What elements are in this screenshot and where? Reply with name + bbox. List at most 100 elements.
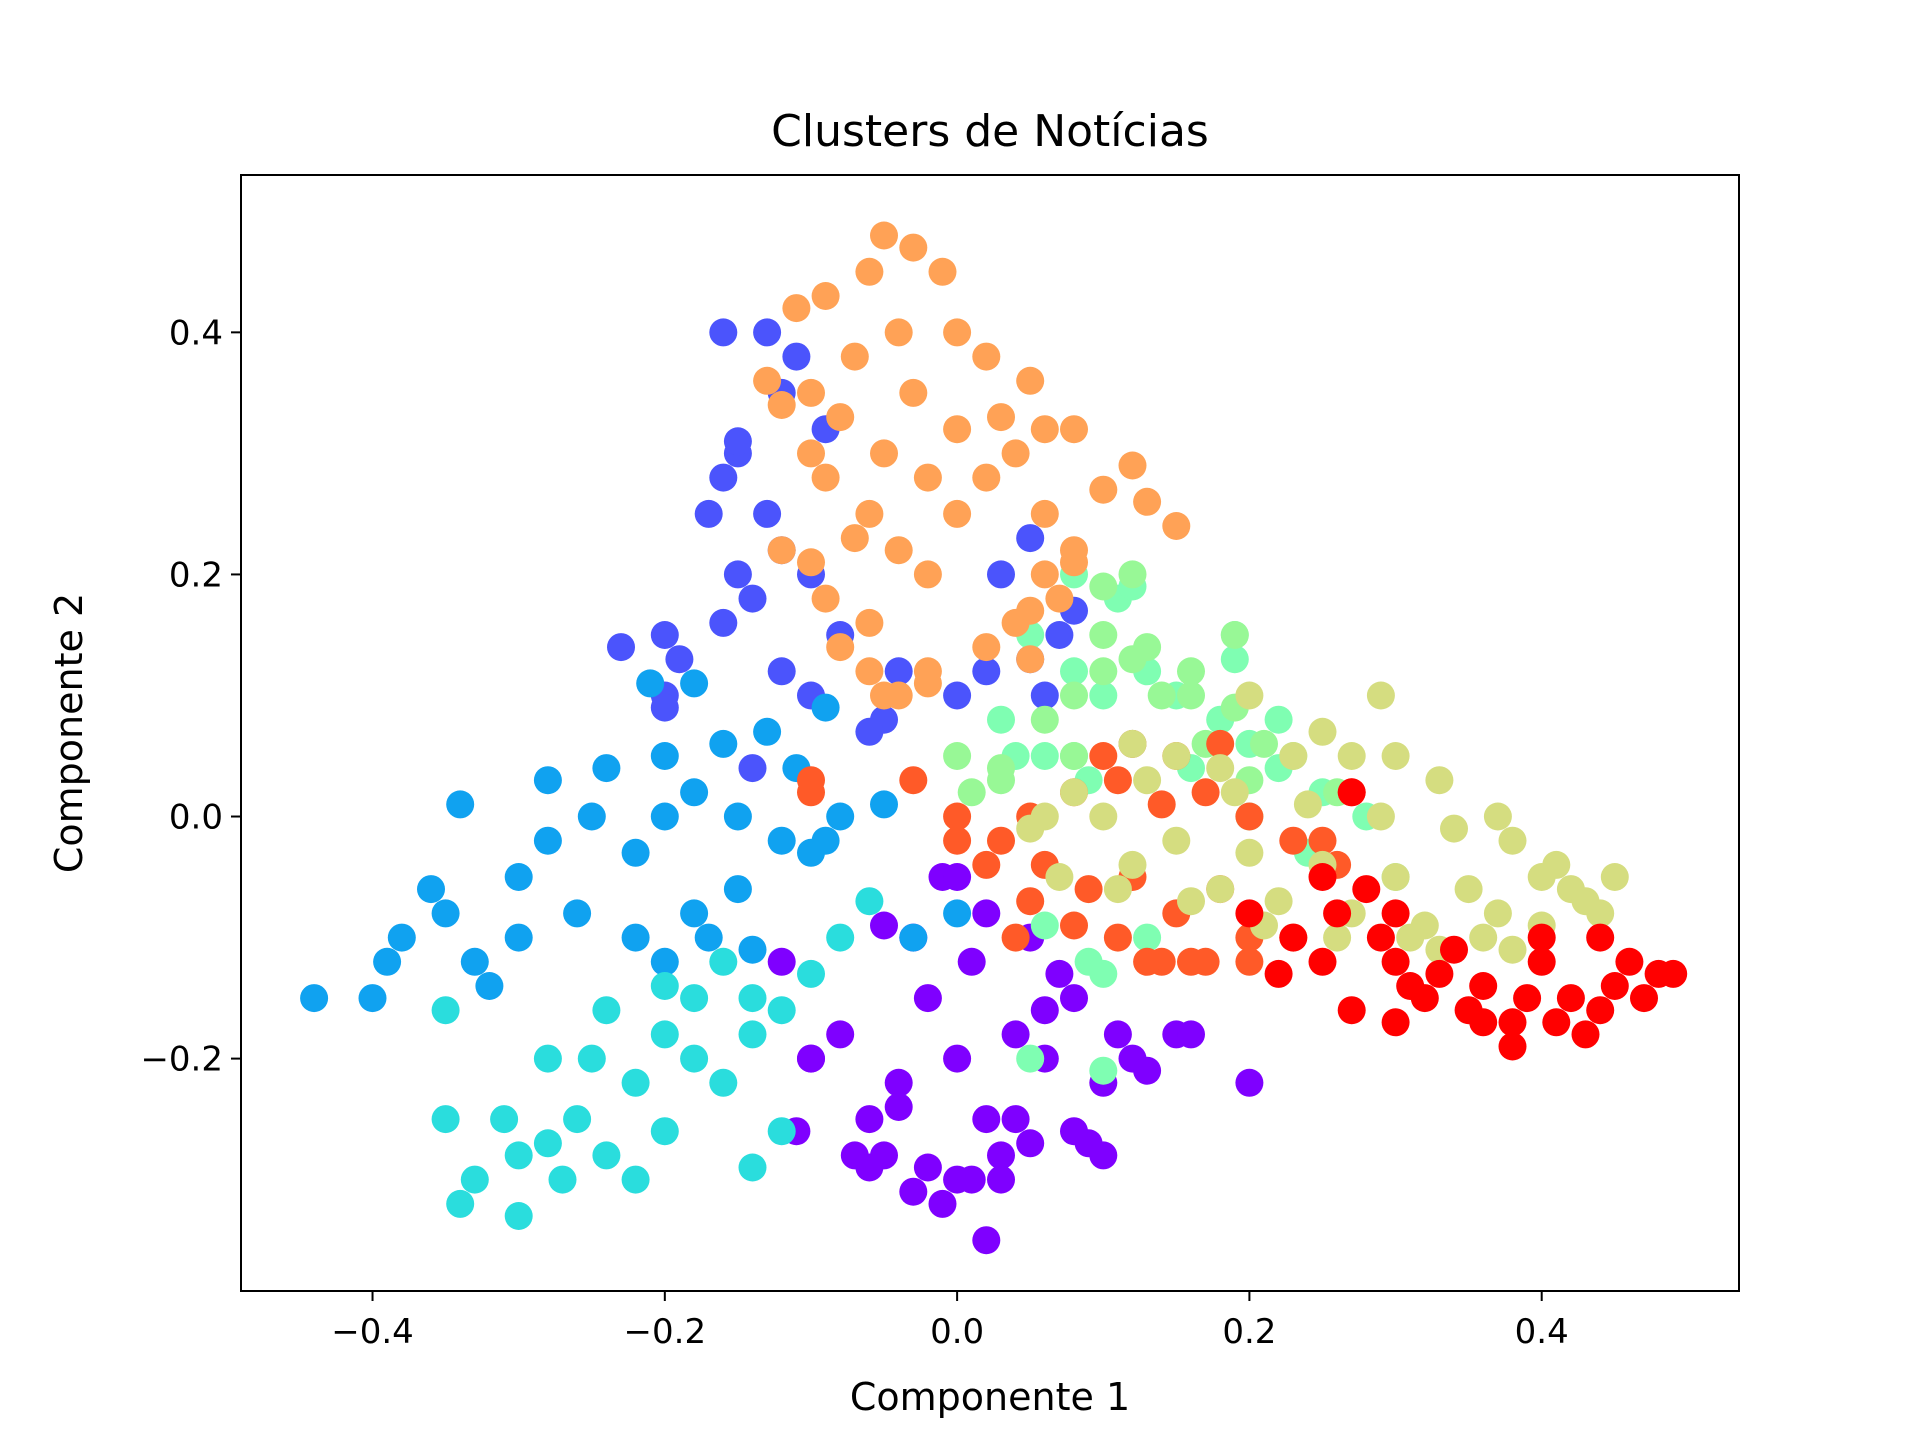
cluster-2-point-12 [563, 899, 592, 928]
cluster-2-point-37 [680, 669, 709, 698]
cluster-8-point-15 [1060, 778, 1088, 807]
cluster-0-point-4 [884, 1068, 913, 1097]
cluster-2-point-34 [899, 923, 928, 952]
y-axis: −0.2 0.0 0.2 0.4 [140, 313, 241, 1080]
cluster-7-point-43 [797, 548, 825, 577]
cluster-6-point-10 [1103, 766, 1132, 795]
cluster-4-point-28 [1089, 1056, 1118, 1085]
cluster-3-point-12 [797, 959, 825, 988]
cluster-7-point-17 [1001, 439, 1030, 468]
cluster-1-point-13 [767, 657, 796, 686]
cluster-7-point-18 [972, 342, 1001, 371]
cluster-3-point-26 [767, 1117, 796, 1146]
cluster-8-point-29 [1469, 923, 1498, 952]
cluster-3-point-19 [490, 1105, 519, 1134]
cluster-8-point-8 [1206, 875, 1235, 904]
cluster-6-point-14 [1279, 826, 1308, 855]
cluster-3-point-17 [592, 996, 621, 1025]
cluster-3-point-22 [431, 1105, 460, 1134]
cluster-7-point-7 [899, 233, 928, 262]
cluster-9-point-27 [1498, 1032, 1527, 1061]
cluster-5-point-0 [1089, 657, 1118, 686]
y-tick-label: 0.2 [169, 555, 223, 595]
cluster-2-point-35 [943, 899, 972, 928]
cluster-3-point-13 [826, 923, 855, 952]
y-tick-label: 0.4 [169, 313, 223, 353]
cluster-7-point-19 [943, 318, 972, 347]
cluster-7-point-4 [884, 318, 913, 347]
cluster-0-point-3 [1001, 1020, 1030, 1049]
cluster-9-point-3 [1513, 984, 1542, 1013]
cluster-8-point-1 [1162, 826, 1191, 855]
cluster-8-point-39 [1030, 802, 1059, 831]
cluster-2-point-5 [680, 778, 709, 807]
cluster-5-point-5 [1060, 681, 1088, 710]
cluster-9-point-11 [1586, 996, 1615, 1025]
cluster-2-point-4 [650, 802, 679, 831]
cluster-9-point-34 [1235, 899, 1264, 928]
cluster-0-point-2 [972, 1105, 1001, 1134]
cluster-0-point-23 [1133, 1056, 1162, 1085]
cluster-7-point-37 [972, 633, 1001, 662]
cluster-2-point-14 [680, 899, 709, 928]
cluster-3-point-1 [621, 1068, 650, 1097]
cluster-4-point-29 [1016, 1044, 1045, 1073]
cluster-6-point-16 [972, 850, 1001, 879]
cluster-1-point-34 [884, 657, 913, 686]
cluster-2 [300, 669, 972, 1013]
cluster-8-point-16 [1133, 766, 1162, 795]
cluster-8-point-36 [1308, 717, 1337, 746]
cluster-7-point-44 [767, 536, 796, 565]
cluster-8 [1016, 681, 1629, 964]
cluster-7-point-26 [811, 282, 840, 310]
cluster-6-point-32 [1133, 947, 1162, 976]
cluster-7-point-10 [826, 403, 855, 432]
cluster-8-point-41 [1542, 850, 1571, 879]
cluster-3-point-25 [548, 1165, 577, 1194]
cluster-6-point-27 [1206, 729, 1235, 758]
cluster-3-point-27 [738, 1153, 767, 1182]
x-tick-label: −0.4 [331, 1312, 414, 1352]
cluster-6-point-12 [1191, 778, 1220, 807]
data-points [300, 221, 1688, 1255]
y-axis-label: Componente 2 [47, 593, 91, 873]
cluster-9-point-20 [1323, 899, 1352, 928]
cluster-1-point-29 [738, 754, 767, 783]
cluster-5-point-19 [1089, 572, 1118, 601]
cluster-7-point-45 [1030, 560, 1059, 589]
x-axis-label: Componente 1 [850, 1375, 1130, 1419]
cluster-0-point-42 [913, 1153, 942, 1182]
cluster-2-point-6 [723, 802, 752, 831]
cluster-9 [1235, 778, 1688, 1061]
cluster-2-point-11 [504, 923, 533, 952]
cluster-2-point-15 [723, 875, 752, 904]
cluster-2-point-23 [592, 754, 621, 783]
cluster-7-point-15 [972, 463, 1001, 492]
cluster-6-point-31 [1177, 947, 1205, 976]
cluster-1-point-1 [753, 499, 782, 528]
cluster-2-point-2 [577, 802, 606, 831]
cluster-6-point-0 [943, 802, 972, 831]
cluster-2-point-17 [826, 802, 855, 831]
cluster-7-point-48 [913, 669, 942, 698]
cluster-5-point-2 [1177, 681, 1205, 710]
cluster-0-point-39 [1103, 1020, 1132, 1049]
cluster-7-point-42 [811, 584, 840, 613]
cluster-1-point-10 [694, 499, 723, 528]
cluster-7-point-32 [1133, 487, 1162, 516]
cluster-7-point-3 [943, 415, 972, 444]
cluster-6-point-3 [1074, 875, 1103, 904]
cluster-9-point-28 [1396, 972, 1425, 1000]
cluster-8-point-9 [1264, 887, 1293, 916]
cluster-9-point-21 [1352, 875, 1381, 904]
cluster-3-point-10 [738, 1020, 767, 1049]
cluster-4-point-30 [1074, 947, 1103, 976]
cluster-2-point-31 [694, 923, 723, 952]
cluster-5-point-16 [957, 778, 986, 807]
cluster-1-point-19 [1045, 621, 1074, 649]
cluster-2-point-36 [636, 669, 665, 698]
cluster-0-point-41 [957, 1165, 986, 1194]
cluster-9-point-17 [1659, 959, 1688, 988]
cluster-1-point-26 [665, 645, 694, 674]
cluster-2-point-20 [709, 729, 738, 758]
